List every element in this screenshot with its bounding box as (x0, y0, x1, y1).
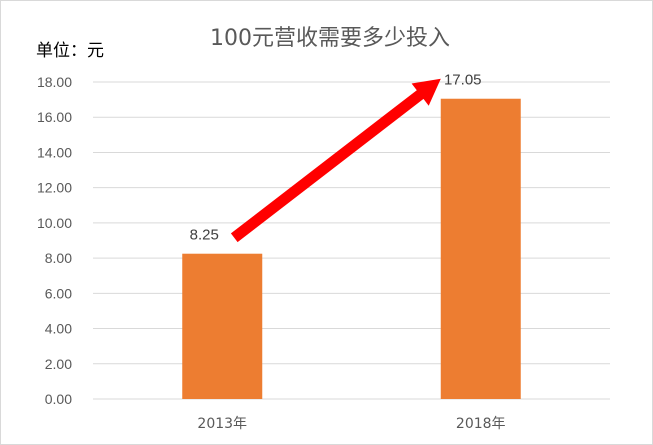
unit-label: 单位：元 (36, 41, 104, 61)
y-tick-label: 10.00 (37, 215, 72, 231)
y-tick-label: 6.00 (45, 285, 72, 301)
y-tick-label: 0.00 (45, 391, 72, 407)
data-label: 17.05 (444, 72, 482, 89)
bars (182, 98, 521, 399)
x-axis-categories: 2013年 2018年 (197, 416, 505, 432)
y-axis-ticks: 0.00 2.00 4.00 6.00 8.00 10.00 12.00 14.00 16.00… (37, 74, 72, 407)
trend-arrow (230, 78, 441, 243)
chart-title: 100元营收需要多少投入 (210, 26, 450, 51)
x-category-label: 2013年 (197, 416, 247, 432)
y-tick-label: 16.00 (37, 109, 72, 125)
data-label: 8.25 (190, 227, 219, 244)
bar (440, 98, 521, 399)
x-category-label: 2018年 (456, 416, 506, 432)
y-tick-label: 4.00 (45, 321, 72, 337)
y-tick-label: 8.00 (45, 250, 72, 266)
y-tick-label: 2.00 (45, 356, 72, 372)
data-labels: 8.25 17.05 (190, 72, 482, 244)
gridlines (93, 81, 610, 400)
y-tick-label: 12.00 (37, 180, 72, 196)
y-tick-label: 14.00 (37, 144, 72, 160)
bar (182, 253, 263, 399)
y-tick-label: 18.00 (37, 74, 72, 90)
trend-arrow-shape (230, 78, 441, 243)
